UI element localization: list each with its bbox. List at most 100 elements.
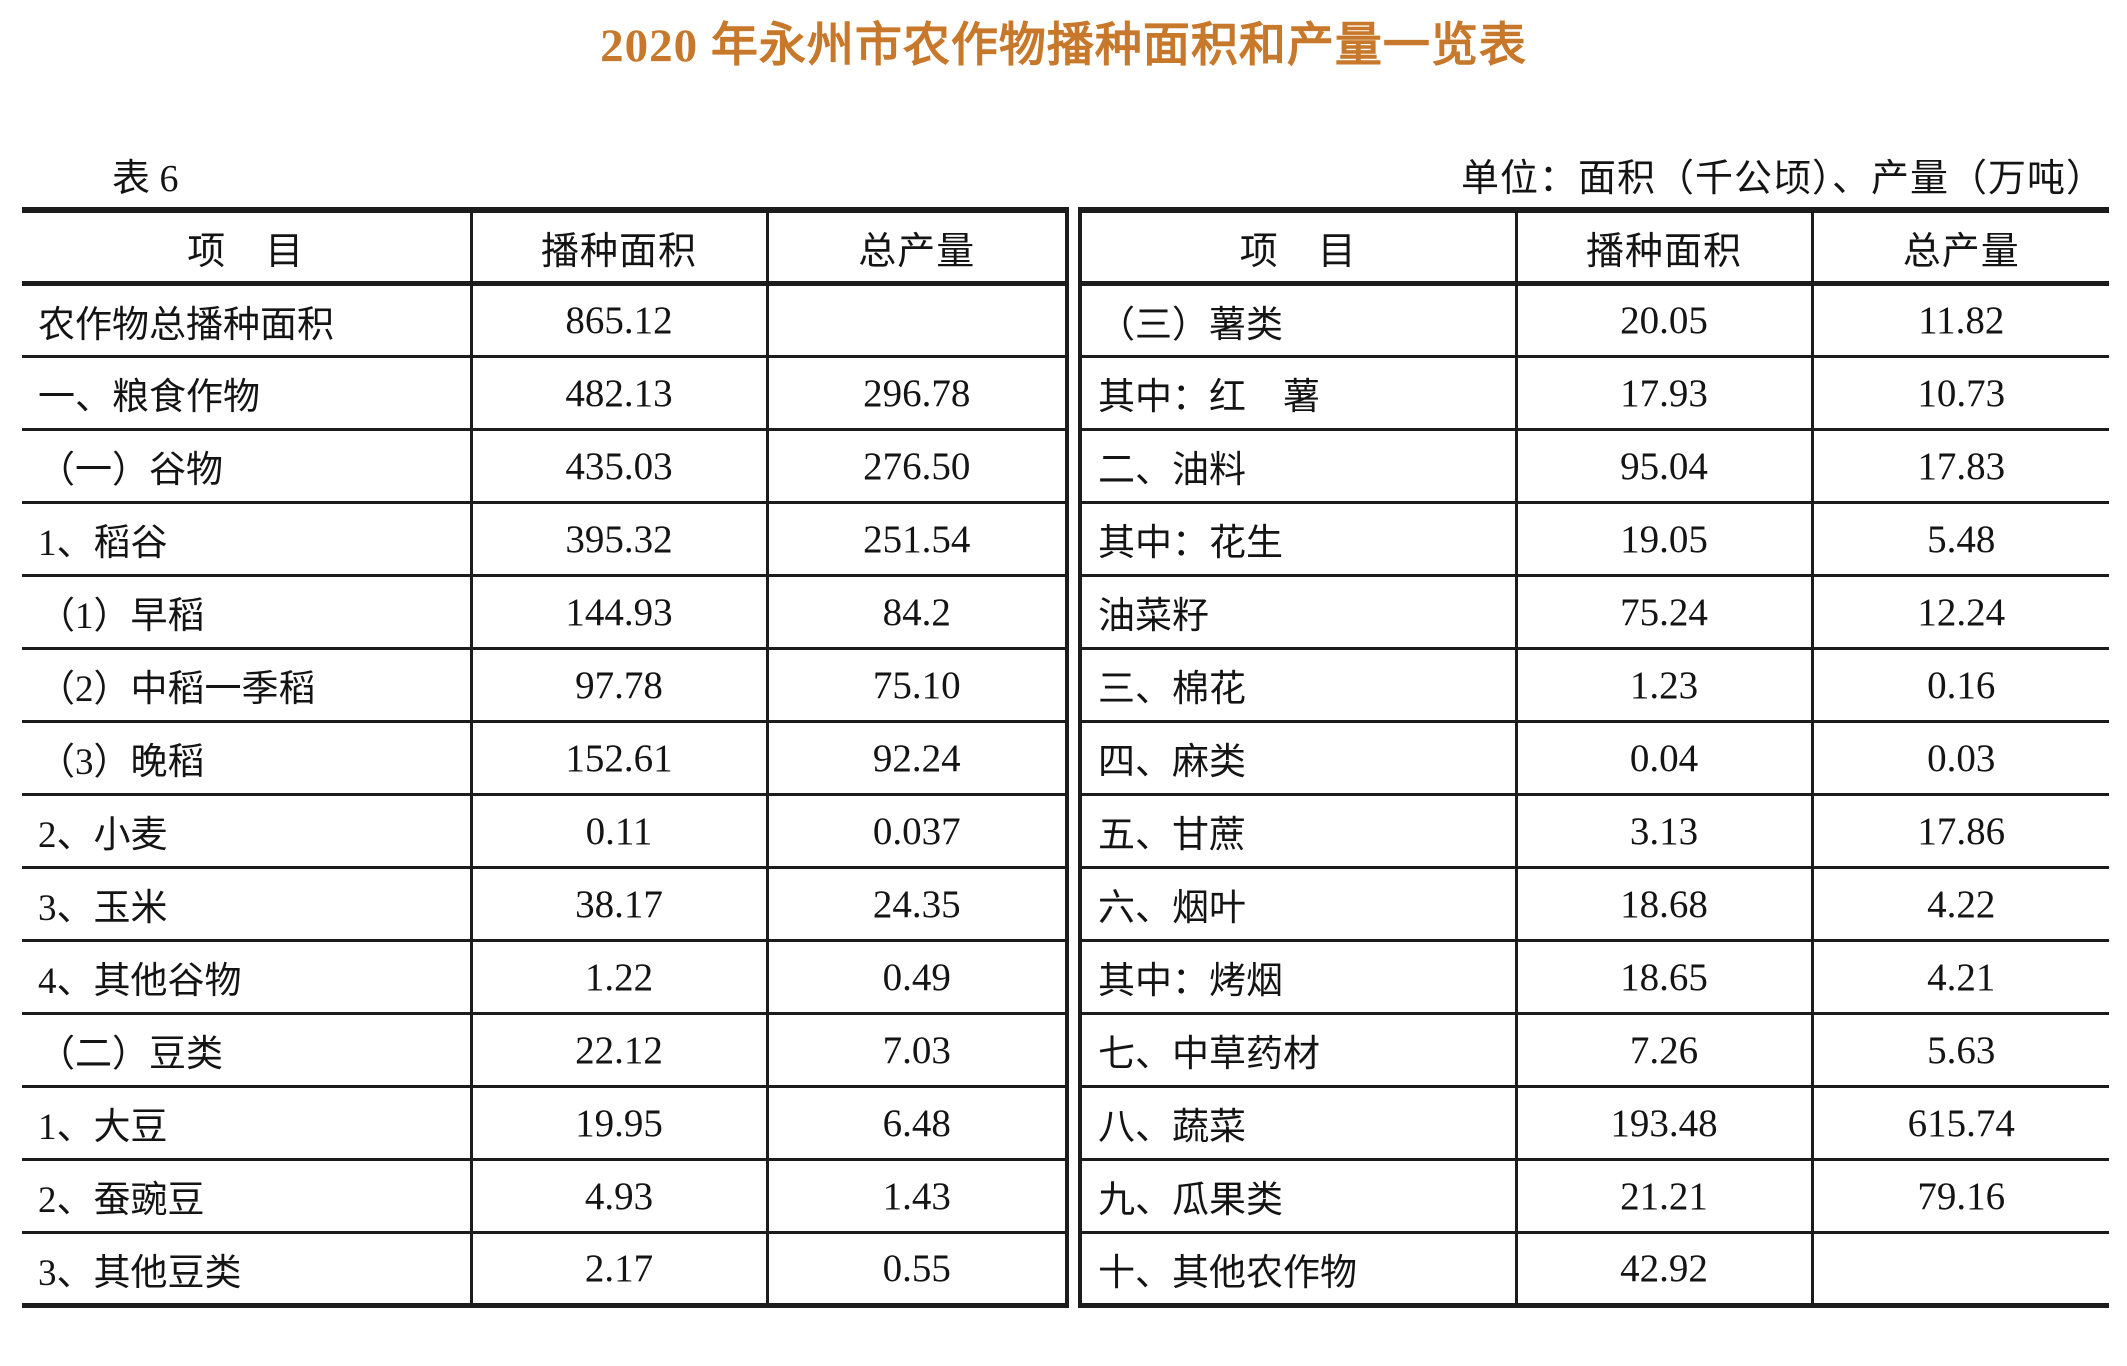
right-area-cell: 42.92 xyxy=(1514,1231,1812,1306)
left-output-cell: 92.24 xyxy=(765,720,1069,795)
right-area-cell: 19.05 xyxy=(1514,501,1812,576)
left-table-row: （一）谷物 435.03 276.50 xyxy=(22,428,1069,503)
left-area-cell: 19.95 xyxy=(469,1085,767,1160)
page-title: 2020 年永州市农作物播种面积和产量一览表 xyxy=(600,20,1527,72)
right-item-cell: 十、其他农作物 xyxy=(1078,1231,1516,1306)
left-area-cell: 22.12 xyxy=(469,1012,767,1087)
right-table-row: 三、棉花 1.23 0.16 xyxy=(1078,647,2109,722)
col-header-area: 播种面积 xyxy=(469,210,767,286)
right-output-cell: 615.74 xyxy=(1810,1085,2109,1160)
left-item-cell: （3）晚稻 xyxy=(22,720,471,795)
left-table-header: 项 目 播种面积 总产量 xyxy=(22,210,1069,286)
left-area-cell: 1.22 xyxy=(469,939,767,1014)
right-area-cell: 20.05 xyxy=(1514,283,1812,357)
right-table-row: 其中：烤烟 18.65 4.21 xyxy=(1078,939,2109,1014)
left-table-row: （二）豆类 22.12 7.03 xyxy=(22,1012,1069,1087)
right-table-row: 六、烟叶 18.68 4.22 xyxy=(1078,866,2109,941)
right-item-cell: 其中：红 薯 xyxy=(1078,355,1516,430)
right-table-row: 四、麻类 0.04 0.03 xyxy=(1078,720,2109,795)
left-output-cell: 75.10 xyxy=(765,647,1069,722)
right-table: 项 目 播种面积 总产量 （三）薯类 20.05 11.82 其中：红 薯 17.93 1… xyxy=(1078,207,2109,1308)
left-area-cell: 152.61 xyxy=(469,720,767,795)
right-output-cell: 4.22 xyxy=(1810,866,2109,941)
left-output-cell: 251.54 xyxy=(765,501,1069,576)
right-area-cell: 95.04 xyxy=(1514,428,1812,503)
right-area-cell: 0.04 xyxy=(1514,720,1812,795)
left-table-row: （1）早稻 144.93 84.2 xyxy=(22,574,1069,649)
right-output-cell: 4.21 xyxy=(1810,939,2109,1014)
right-area-cell: 18.68 xyxy=(1514,866,1812,941)
right-output-cell: 17.86 xyxy=(1810,793,2109,868)
right-table-row: 油菜籽 75.24 12.24 xyxy=(1078,574,2109,649)
right-area-cell: 21.21 xyxy=(1514,1158,1812,1233)
left-output-cell: 24.35 xyxy=(765,866,1069,941)
right-table-header: 项 目 播种面积 总产量 xyxy=(1078,210,2109,286)
left-area-cell: 482.13 xyxy=(469,355,767,430)
left-item-cell: 一、粮食作物 xyxy=(22,355,471,430)
left-area-cell: 865.12 xyxy=(469,283,767,357)
left-table-row: 2、小麦 0.11 0.037 xyxy=(22,793,1069,868)
right-item-cell: 三、棉花 xyxy=(1078,647,1516,722)
left-item-cell: （1）早稻 xyxy=(22,574,471,649)
right-area-cell: 3.13 xyxy=(1514,793,1812,868)
left-output-cell: 276.50 xyxy=(765,428,1069,503)
right-output-cell xyxy=(1810,1231,2109,1306)
right-item-cell: 其中：烤烟 xyxy=(1078,939,1516,1014)
left-table-row: 3、其他豆类 2.17 0.55 xyxy=(22,1231,1069,1306)
left-area-cell: 38.17 xyxy=(469,866,767,941)
right-table-body: （三）薯类 20.05 11.82 其中：红 薯 17.93 10.73 二、油料 95.04… xyxy=(1078,283,2109,1306)
left-table-row: 农作物总播种面积 865.12 xyxy=(22,283,1069,357)
left-item-cell: （2）中稻一季稻 xyxy=(22,647,471,722)
left-item-cell: （二）豆类 xyxy=(22,1012,471,1087)
left-item-cell: （一）谷物 xyxy=(22,428,471,503)
left-output-cell: 7.03 xyxy=(765,1012,1069,1087)
left-area-cell: 0.11 xyxy=(469,793,767,868)
left-table-row: 1、稻谷 395.32 251.54 xyxy=(22,501,1069,576)
left-table-body: 农作物总播种面积 865.12 一、粮食作物 482.13 296.78 （一）谷物 435… xyxy=(22,283,1069,1306)
col-header-area: 播种面积 xyxy=(1514,210,1812,286)
left-output-cell: 296.78 xyxy=(765,355,1069,430)
left-table-row: 4、其他谷物 1.22 0.49 xyxy=(22,939,1069,1014)
right-area-cell: 75.24 xyxy=(1514,574,1812,649)
left-area-cell: 2.17 xyxy=(469,1231,767,1306)
left-area-cell: 395.32 xyxy=(469,501,767,576)
right-table-row: （三）薯类 20.05 11.82 xyxy=(1078,283,2109,357)
right-item-cell: 七、中草药材 xyxy=(1078,1012,1516,1087)
tables-block: 项 目 播种面积 总产量 农作物总播种面积 865.12 一、粮食作物 482.13 2… xyxy=(22,207,2109,1308)
right-table-row: 七、中草药材 7.26 5.63 xyxy=(1078,1012,2109,1087)
table-number-label: 表 6 xyxy=(112,158,179,200)
left-table-row: 2、蚕豌豆 4.93 1.43 xyxy=(22,1158,1069,1233)
left-area-cell: 435.03 xyxy=(469,428,767,503)
right-output-cell: 17.83 xyxy=(1810,428,2109,503)
left-item-cell: 2、蚕豌豆 xyxy=(22,1158,471,1233)
left-item-cell: 2、小麦 xyxy=(22,793,471,868)
left-item-cell: 4、其他谷物 xyxy=(22,939,471,1014)
units-note: 单位：面积（千公顷）、产量（万吨） xyxy=(1460,158,2105,200)
left-output-cell xyxy=(765,283,1069,357)
left-item-cell: 农作物总播种面积 xyxy=(38,304,334,346)
left-output-cell: 0.55 xyxy=(765,1231,1069,1306)
right-item-cell: 八、蔬菜 xyxy=(1078,1085,1516,1160)
right-area-cell: 193.48 xyxy=(1514,1085,1812,1160)
left-table-row: （3）晚稻 152.61 92.24 xyxy=(22,720,1069,795)
right-item-cell: 油菜籽 xyxy=(1078,574,1516,649)
left-item-cell: 3、其他豆类 xyxy=(22,1231,471,1306)
right-table-row: 九、瓜果类 21.21 79.16 xyxy=(1078,1158,2109,1233)
right-table-row: 五、甘蔗 3.13 17.86 xyxy=(1078,793,2109,868)
left-table-row: 一、粮食作物 482.13 296.78 xyxy=(22,355,1069,430)
right-area-cell: 17.93 xyxy=(1514,355,1812,430)
right-item-cell: 二、油料 xyxy=(1078,428,1516,503)
left-table-row: 1、大豆 19.95 6.48 xyxy=(22,1085,1069,1160)
header-row: 项 目 播种面积 总产量 xyxy=(1078,210,2109,286)
left-table-row: （2）中稻一季稻 97.78 75.10 xyxy=(22,647,1069,722)
col-header-output: 总产量 xyxy=(1810,210,2109,286)
right-item-cell: （三）薯类 xyxy=(1078,283,1516,357)
left-table: 项 目 播种面积 总产量 农作物总播种面积 865.12 一、粮食作物 482.13 2… xyxy=(22,207,1069,1308)
left-item-cell: 1、大豆 xyxy=(22,1085,471,1160)
right-output-cell: 12.24 xyxy=(1810,574,2109,649)
right-area-cell: 7.26 xyxy=(1514,1012,1812,1087)
right-item-cell: 五、甘蔗 xyxy=(1078,793,1516,868)
left-area-cell: 97.78 xyxy=(469,647,767,722)
right-table-row: 其中：花生 19.05 5.48 xyxy=(1078,501,2109,576)
